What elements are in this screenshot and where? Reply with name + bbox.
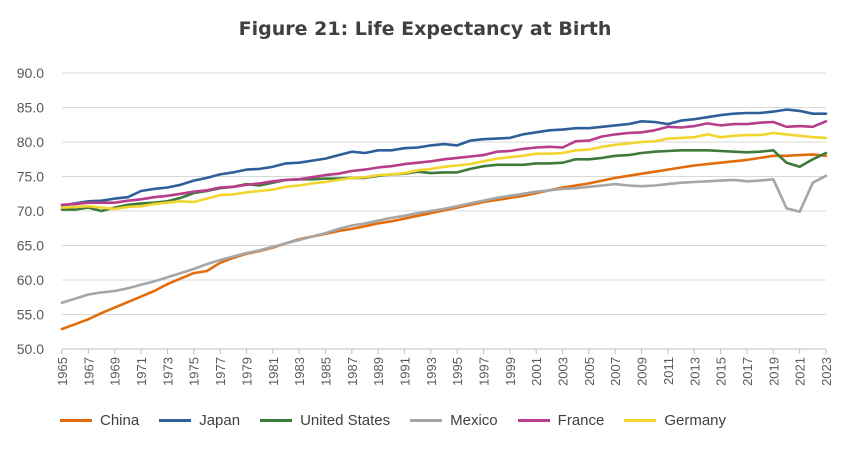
x-tick-label: 1971 bbox=[134, 357, 149, 386]
x-tick-label: 1975 bbox=[187, 357, 202, 386]
legend-label: United States bbox=[300, 412, 391, 429]
y-tick-label: 55.0 bbox=[17, 307, 44, 323]
x-tick-label: 1989 bbox=[371, 357, 386, 386]
legend-item-mexico: Mexico bbox=[410, 412, 498, 429]
x-tick-label: 1999 bbox=[503, 357, 518, 386]
x-tick-label: 2023 bbox=[819, 357, 834, 386]
y-tick-label: 85.0 bbox=[17, 100, 44, 116]
x-tick-label: 2011 bbox=[661, 357, 676, 385]
legend-label: France bbox=[557, 412, 605, 429]
x-tick-label: 2015 bbox=[714, 357, 729, 386]
x-tick-label: 1995 bbox=[450, 357, 465, 386]
x-tick-label: 2009 bbox=[635, 357, 650, 386]
legend-label: China bbox=[100, 412, 140, 429]
series-line-china bbox=[60, 153, 828, 331]
series-line-united-states bbox=[60, 149, 828, 213]
legend-swatch bbox=[624, 419, 657, 422]
y-tick-label: 65.0 bbox=[17, 238, 44, 254]
x-tick-label: 2001 bbox=[529, 357, 544, 386]
x-tick-label: 2003 bbox=[556, 357, 571, 386]
x-tick-label: 1979 bbox=[239, 357, 254, 386]
y-tick-label: 70.0 bbox=[17, 203, 44, 219]
legend-label: Germany bbox=[664, 412, 727, 429]
x-tick-label: 2019 bbox=[766, 357, 781, 386]
x-tick-label: 2013 bbox=[687, 357, 702, 386]
y-tick-label: 80.0 bbox=[17, 134, 44, 150]
legend-item-united-states: United States bbox=[260, 412, 390, 429]
legend-item-japan: Japan bbox=[159, 412, 240, 429]
x-tick-label: 1993 bbox=[424, 357, 439, 386]
legend-swatch bbox=[260, 419, 293, 422]
chart-legend: China Japan United States Mexico France Germa… bbox=[60, 412, 746, 429]
x-tick-label: 1981 bbox=[266, 357, 281, 386]
x-tick-label: 1977 bbox=[213, 357, 228, 386]
x-tick-label: 1991 bbox=[397, 357, 412, 386]
legend-swatch bbox=[410, 419, 443, 422]
x-tick-label: 1983 bbox=[292, 357, 307, 386]
x-tick-label: 2005 bbox=[582, 357, 597, 386]
legend-label: Japan bbox=[199, 412, 241, 429]
legend-swatch bbox=[159, 419, 192, 422]
y-tick-label: 90.0 bbox=[17, 65, 44, 81]
series-line-france bbox=[60, 120, 828, 207]
legend-swatch bbox=[60, 419, 92, 422]
x-tick-label: 2021 bbox=[793, 357, 808, 386]
y-tick-label: 60.0 bbox=[17, 272, 44, 288]
legend-item-china: China bbox=[60, 412, 139, 429]
x-tick-label: 1969 bbox=[108, 357, 123, 386]
legend-label: Mexico bbox=[450, 412, 498, 429]
legend-item-germany: Germany bbox=[624, 412, 726, 429]
series-line-germany bbox=[60, 131, 828, 211]
y-tick-label: 75.0 bbox=[17, 169, 44, 185]
x-tick-label: 1987 bbox=[345, 357, 360, 386]
series-layer bbox=[60, 108, 828, 331]
y-tick-label: 50.0 bbox=[17, 341, 44, 357]
x-tick-label: 2017 bbox=[740, 357, 755, 386]
series-line-japan bbox=[60, 108, 828, 207]
chart-title: Figure 21: Life Expectancy at Birth bbox=[238, 18, 612, 40]
x-tick-label: 1967 bbox=[81, 357, 96, 386]
axis-layer: 90.0 85.0 80.0 75.0 70.0 65.0 60.0 55.0 50.0 1965… bbox=[17, 65, 834, 386]
series-line-mexico bbox=[60, 174, 828, 305]
x-tick-label: 2007 bbox=[608, 357, 623, 386]
legend-swatch bbox=[517, 419, 550, 422]
x-tick-label: 1965 bbox=[55, 357, 70, 386]
x-tick-label: 1997 bbox=[477, 357, 492, 386]
legend-item-france: France bbox=[517, 412, 605, 429]
x-tick-label: 1985 bbox=[318, 357, 333, 386]
x-tick-label: 1973 bbox=[160, 357, 175, 386]
